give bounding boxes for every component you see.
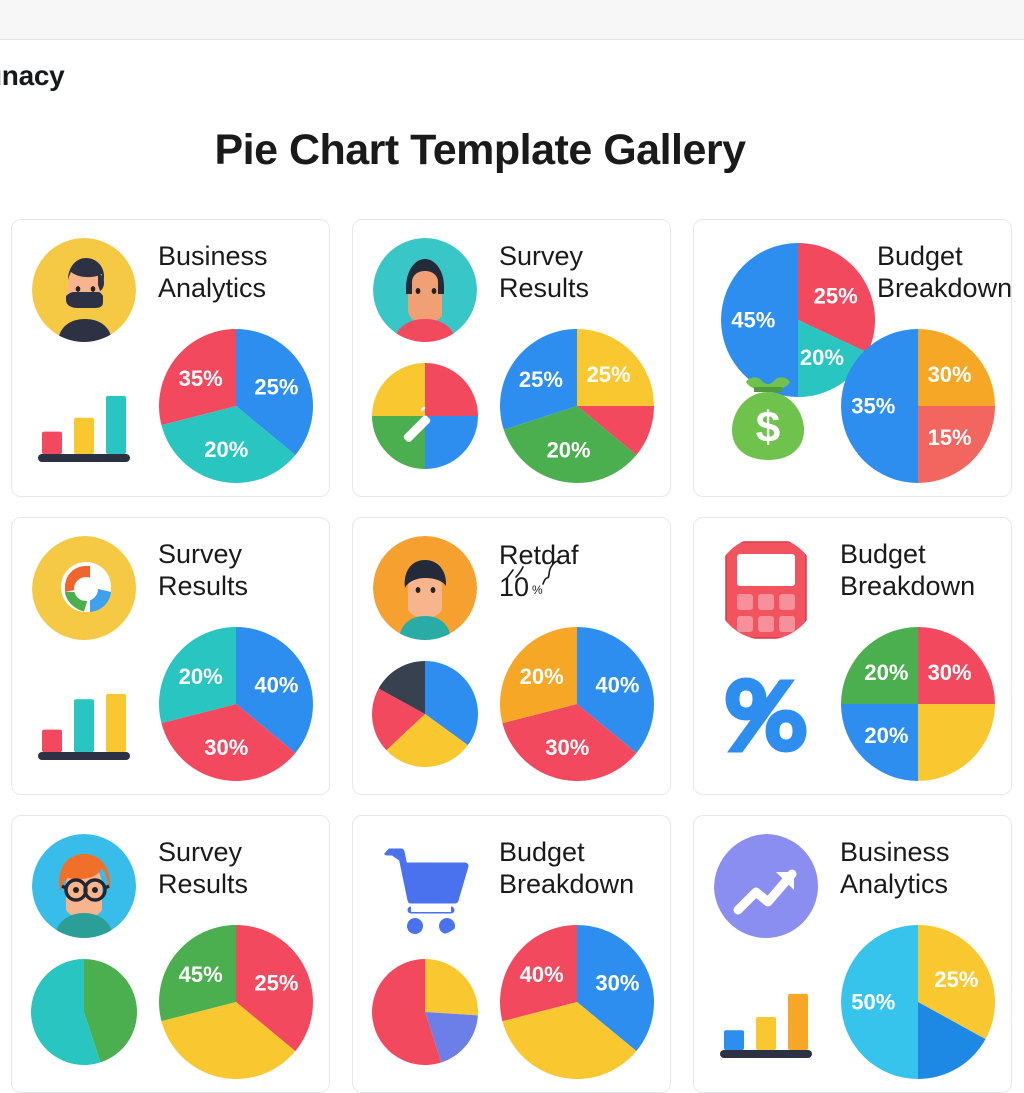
- svg-text:25%: 25%: [254, 971, 298, 996]
- svg-text:50%: 50%: [851, 990, 895, 1015]
- svg-text:$: $: [756, 403, 780, 452]
- svg-text:45%: 45%: [179, 962, 223, 987]
- svg-text:20%: 20%: [547, 437, 591, 462]
- svg-text:25%: 25%: [254, 375, 298, 400]
- svg-text:35%: 35%: [851, 394, 895, 419]
- svg-text:35%: 35%: [179, 366, 223, 391]
- svg-text:%: %: [532, 583, 543, 597]
- svg-text:45%: 45%: [731, 308, 775, 333]
- svg-text:30%: 30%: [595, 971, 639, 996]
- svg-text:25%: 25%: [519, 367, 563, 392]
- svg-text:20%: 20%: [179, 664, 223, 689]
- svg-text:25%: 25%: [587, 362, 631, 387]
- svg-text:Retdaf: Retdaf: [499, 540, 579, 570]
- svg-text:10: 10: [499, 572, 529, 602]
- svg-text:20%: 20%: [864, 660, 908, 685]
- svg-text:30%: 30%: [928, 660, 972, 685]
- svg-text:30%: 30%: [545, 735, 589, 760]
- svg-text:20%: 20%: [864, 723, 908, 748]
- svg-text:30%: 30%: [204, 735, 248, 760]
- svg-text:25%: 25%: [814, 284, 858, 309]
- svg-text:15%: 15%: [928, 425, 972, 450]
- svg-text:30%: 30%: [928, 362, 972, 387]
- svg-text:20%: 20%: [204, 437, 248, 462]
- svg-text:20%: 20%: [520, 664, 564, 689]
- svg-text:40%: 40%: [254, 673, 298, 698]
- svg-text:25%: 25%: [934, 967, 978, 992]
- svg-text:40%: 40%: [595, 673, 639, 698]
- svg-text:40%: 40%: [520, 962, 564, 987]
